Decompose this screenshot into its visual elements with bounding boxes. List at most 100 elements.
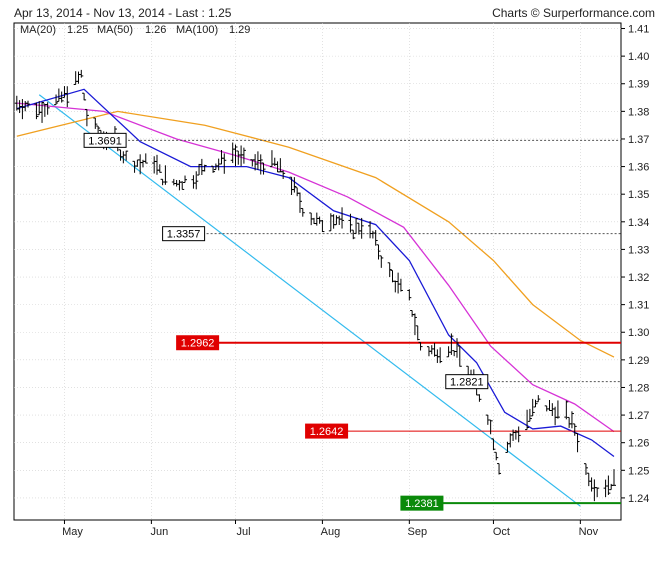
y-tick-label: 1.27 xyxy=(628,410,649,422)
price-bar xyxy=(379,255,384,268)
price-bar xyxy=(211,165,216,173)
level-label-box xyxy=(83,132,127,148)
price-bar xyxy=(194,171,199,190)
trendline xyxy=(38,94,581,507)
y-tick-label: 1.26 xyxy=(628,438,649,450)
y-tick-label: 1.24 xyxy=(628,493,649,505)
y-tick-label: 1.39 xyxy=(628,79,649,91)
price-bar xyxy=(340,207,345,229)
price-bar xyxy=(454,338,459,358)
x-axis: May Jun Jul Aug Sep Oct Nov xyxy=(62,520,599,538)
price-bar xyxy=(222,153,227,174)
price-bar xyxy=(387,262,392,278)
price-bar xyxy=(40,101,45,123)
legend-ma100-value: 1.29 xyxy=(229,24,250,36)
price-bar xyxy=(359,217,364,239)
price-bar xyxy=(516,426,521,443)
price-bar xyxy=(157,164,162,173)
price-bar xyxy=(93,117,98,129)
ma50-line xyxy=(16,102,615,433)
plot-frame xyxy=(13,22,622,521)
price-bar xyxy=(527,408,532,422)
price-bar xyxy=(300,207,305,217)
price-bar xyxy=(533,399,538,408)
x-tick-label: Nov xyxy=(579,526,599,538)
level-label-box xyxy=(176,335,220,351)
y-tick-label: 1.28 xyxy=(628,382,649,394)
price-bar xyxy=(351,229,356,240)
y-tick-label: 1.36 xyxy=(628,162,649,174)
price-bar xyxy=(569,411,574,429)
price-bar xyxy=(491,438,496,451)
price-bar xyxy=(183,175,188,183)
legend: MA(20) 1.25 MA(50) 1.26 MA(100) 1.29 xyxy=(20,24,250,36)
price-bar xyxy=(79,69,84,78)
price-bar xyxy=(26,100,31,108)
level-label-box xyxy=(305,423,349,439)
x-tick-label: Oct xyxy=(493,526,510,538)
price-bar xyxy=(54,94,59,106)
price-bar xyxy=(564,400,569,420)
price-bar xyxy=(376,244,381,260)
y-tick-label: 1.32 xyxy=(628,272,649,284)
price-bar xyxy=(45,102,50,115)
x-tick-label: Sep xyxy=(408,526,428,538)
legend-ma50-value: 1.26 xyxy=(145,24,166,36)
level-label: 1.2381 xyxy=(405,498,439,510)
level-label-box xyxy=(400,495,444,511)
level-label: 1.3357 xyxy=(167,229,201,241)
x-tick-label: Aug xyxy=(321,526,341,538)
level-label: 1.2962 xyxy=(181,338,215,350)
x-tick-label: Jun xyxy=(151,526,169,538)
price-bar xyxy=(292,177,297,193)
price-bar xyxy=(494,451,499,461)
price-bar xyxy=(525,409,530,431)
y-tick-label: 1.38 xyxy=(628,106,649,118)
y-axis: 1.24 1.25 1.26 1.27 1.28 1.29 1.30 1.31 1.32 1.33… xyxy=(621,24,649,505)
y-tick-label: 1.25 xyxy=(628,465,649,477)
price-bar xyxy=(59,91,64,103)
price-bar xyxy=(398,278,403,292)
price-bar xyxy=(180,181,185,190)
price-bar xyxy=(124,150,129,161)
level-labels-layer: 1.3691 1.3357 1.2962 1.2821 1.2642 1.2381 xyxy=(83,132,489,511)
price-bar xyxy=(407,289,412,301)
price-bar xyxy=(320,219,325,233)
price-bar xyxy=(497,463,502,475)
price-bar xyxy=(572,423,577,436)
price-bar xyxy=(606,475,611,495)
price-bar xyxy=(297,192,302,213)
y-tick-label: 1.35 xyxy=(628,189,649,201)
price-bar xyxy=(202,164,207,172)
price-bar xyxy=(281,170,286,179)
price-bar xyxy=(612,469,616,486)
price-bar xyxy=(488,419,493,435)
legend-ma20-value: 1.25 xyxy=(67,24,88,36)
price-bar xyxy=(34,102,39,120)
price-bar xyxy=(595,487,600,498)
price-bar xyxy=(575,433,580,453)
y-tick-label: 1.30 xyxy=(628,327,649,339)
header-credit: Charts © Surperformance.com xyxy=(492,6,655,20)
y-tick-label: 1.41 xyxy=(628,24,649,36)
legend-ma20-label: MA(20) xyxy=(20,24,56,36)
x-tick-label: May xyxy=(62,526,83,538)
price-bar xyxy=(348,213,353,233)
price-bar xyxy=(354,218,359,234)
price-bar xyxy=(536,395,541,403)
price-bar xyxy=(233,144,238,167)
level-label: 1.2821 xyxy=(450,377,484,389)
moving-averages-layer xyxy=(16,88,615,458)
level-label-box xyxy=(445,374,489,390)
price-bar xyxy=(65,86,70,108)
y-tick-label: 1.31 xyxy=(628,300,649,312)
price-bar xyxy=(449,333,454,355)
price-bar xyxy=(258,154,263,175)
grid xyxy=(14,23,621,520)
legend-ma50-label: MA(50) xyxy=(97,24,133,36)
level-label: 1.2642 xyxy=(310,426,344,438)
level-label: 1.3691 xyxy=(88,135,122,147)
ma100-line xyxy=(16,110,615,358)
